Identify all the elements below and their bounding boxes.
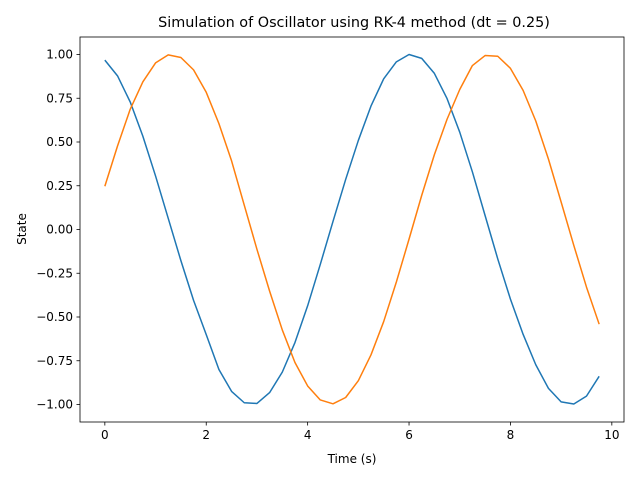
series-layer [104,53,600,405]
y-axis-label: State [15,213,29,245]
y-tick-label: −0.75 [36,354,73,368]
x-tick-label: 8 [507,428,515,442]
y-tick-label: 1.00 [46,48,73,62]
x-tick-label: 6 [405,428,413,442]
y-tick-label: 0.25 [46,179,73,193]
y-tick-label: −1.00 [36,398,73,412]
x-tick-label: 0 [101,428,109,442]
y-tick-label: 0.75 [46,91,73,105]
x-tick-label: 4 [304,428,312,442]
x-axis-label: Time (s) [327,452,377,466]
series-line-1 [104,53,600,405]
series-line-2 [104,54,600,405]
ticks-layer: 0 2 4 6 8 10 −1.00 −0.75 −0.50 −0.25 0.00 0.25 0.50 0… [36,48,619,442]
plot-area-frame [79,36,625,423]
y-tick-label: 0.50 [46,135,73,149]
y-tick-label: −0.25 [36,266,73,280]
x-tick-label: 2 [202,428,210,442]
y-tick-label: 0.00 [46,223,73,237]
y-tick-label: −0.50 [36,310,73,324]
chart-title: Simulation of Oscillator using RK-4 meth… [158,15,550,31]
x-tick-label: 10 [604,428,619,442]
